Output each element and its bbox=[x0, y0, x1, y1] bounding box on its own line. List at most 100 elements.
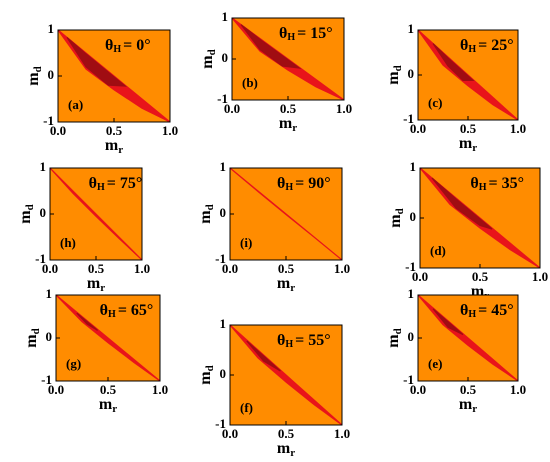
panel-title: θH = 45° bbox=[460, 302, 514, 321]
y-axis-label-sub: d bbox=[204, 365, 216, 371]
y-axis-label-main: m bbox=[387, 214, 404, 228]
x-tick-label: 0.5 bbox=[100, 382, 117, 397]
panel-label: (c) bbox=[428, 95, 442, 110]
title-rest: = 55° bbox=[295, 332, 331, 349]
y-axis-label-sub: d bbox=[32, 66, 44, 72]
x-axis-label-sub: r bbox=[290, 447, 295, 459]
panel-label: (i) bbox=[240, 235, 252, 250]
x-tick-label: 1.0 bbox=[532, 269, 548, 284]
y-tick-label: 1 bbox=[48, 21, 55, 36]
y-tick-label: 1 bbox=[40, 159, 47, 174]
y-axis-label-sub: d bbox=[24, 204, 36, 210]
y-axis-label-main: m bbox=[197, 210, 214, 224]
y-axis-label-main: m bbox=[385, 71, 402, 85]
y-tick-label: -1 bbox=[43, 113, 54, 128]
y-tick-label: -1 bbox=[405, 259, 416, 274]
title-sub: H bbox=[468, 309, 476, 320]
title-sub: H bbox=[113, 44, 121, 55]
x-axis-label: mr bbox=[277, 440, 295, 459]
y-axis-label: md bbox=[25, 66, 44, 85]
x-tick-label: 0.5 bbox=[472, 269, 489, 284]
y-tick-label: 1 bbox=[220, 316, 227, 331]
y-axis-label: md bbox=[197, 204, 216, 223]
y-axis-label: md bbox=[385, 65, 404, 84]
y-tick-label: 0 bbox=[408, 329, 415, 344]
title-sub: H bbox=[287, 32, 295, 43]
x-axis-label-main: m bbox=[87, 275, 101, 292]
x-axis-label-main: m bbox=[459, 135, 473, 152]
x-tick-label: 1.0 bbox=[152, 382, 168, 397]
y-axis-label: md bbox=[199, 49, 218, 68]
x-axis-label-sub: r bbox=[472, 403, 477, 415]
y-tick-label: -1 bbox=[35, 251, 46, 266]
title-sub: H bbox=[285, 339, 293, 350]
x-tick-label: 1.0 bbox=[334, 261, 350, 276]
x-axis-label: mr bbox=[99, 396, 117, 415]
panel-title: θH = 90° bbox=[277, 175, 331, 194]
x-axis-label-main: m bbox=[459, 396, 473, 413]
region bbox=[431, 177, 493, 230]
x-tick-label: 1.0 bbox=[510, 382, 526, 397]
y-tick-label: -1 bbox=[217, 91, 228, 106]
panel-title: θH = 25° bbox=[460, 37, 514, 56]
x-tick-label: 1.0 bbox=[510, 121, 526, 136]
x-tick-label: 0.0 bbox=[222, 261, 238, 276]
y-tick-label: 0 bbox=[46, 329, 53, 344]
x-axis-label-sub: r bbox=[112, 403, 117, 415]
title-sub: H bbox=[468, 44, 476, 55]
y-tick-label: 1 bbox=[222, 9, 229, 24]
y-tick-label: -1 bbox=[41, 372, 52, 387]
y-tick-label: 0 bbox=[48, 67, 55, 82]
x-tick-label: 0.0 bbox=[222, 426, 238, 441]
x-tick-label: 1.0 bbox=[134, 261, 150, 276]
x-axis-label: mr bbox=[87, 275, 105, 294]
y-tick-label: -1 bbox=[215, 251, 226, 266]
x-axis-label: mr bbox=[459, 396, 477, 415]
x-tick-label: 0.0 bbox=[410, 121, 426, 136]
title-symbol: θ bbox=[277, 175, 285, 192]
title-sub: H bbox=[479, 182, 487, 193]
x-axis-label-main: m bbox=[105, 137, 119, 154]
title-sub: H bbox=[285, 182, 293, 193]
x-axis-label-main: m bbox=[277, 440, 291, 457]
y-axis-label-main: m bbox=[385, 334, 402, 348]
y-tick-label: 1 bbox=[410, 159, 417, 174]
title-rest: = 0° bbox=[123, 37, 151, 54]
title-sub: H bbox=[97, 182, 105, 193]
x-axis-label: mr bbox=[277, 275, 295, 294]
region bbox=[240, 24, 302, 69]
y-tick-label: 1 bbox=[408, 286, 415, 301]
region bbox=[246, 340, 281, 372]
title-symbol: θ bbox=[460, 37, 468, 54]
y-axis-label: md bbox=[387, 208, 406, 227]
panel-label: (e) bbox=[428, 356, 442, 371]
panel-title: θH = 15° bbox=[279, 25, 333, 44]
y-axis-label-main: m bbox=[17, 210, 34, 224]
panel-label: (a) bbox=[68, 97, 83, 112]
x-axis-label-main: m bbox=[277, 275, 291, 292]
y-tick-label: 1 bbox=[408, 21, 415, 36]
region bbox=[432, 43, 475, 81]
y-axis-label-sub: d bbox=[204, 204, 216, 210]
x-tick-label: 0.5 bbox=[278, 426, 295, 441]
y-axis-label: md bbox=[23, 328, 42, 347]
y-tick-label: 0 bbox=[220, 366, 227, 381]
x-tick-label: 1.0 bbox=[336, 101, 352, 116]
title-symbol: θ bbox=[470, 175, 478, 192]
y-axis-label-main: m bbox=[25, 72, 42, 86]
x-tick-label: 0.5 bbox=[278, 261, 295, 276]
x-tick-label: 0.0 bbox=[42, 261, 58, 276]
x-axis-label: mr bbox=[279, 115, 297, 134]
y-axis-label: md bbox=[197, 365, 216, 384]
x-tick-label: 0.5 bbox=[88, 261, 105, 276]
region bbox=[66, 36, 127, 87]
x-tick-label: 0.0 bbox=[224, 101, 240, 116]
